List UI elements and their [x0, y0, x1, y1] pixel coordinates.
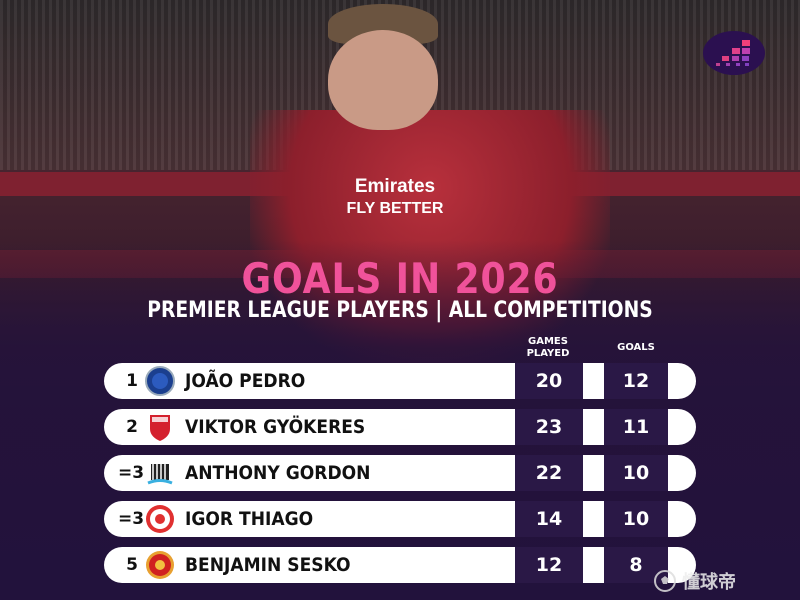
player-name: BENJAMIN SESKO [185, 554, 351, 576]
row-end-cap [668, 363, 696, 399]
football-icon [654, 570, 676, 592]
games-played-cell: 22 [515, 455, 583, 491]
bar-steps-icon [716, 40, 750, 66]
rank: =3 [118, 509, 145, 529]
row-divider [583, 547, 604, 583]
man-utd-crest-icon [143, 548, 177, 582]
table-row: 5 BENJAMIN SESKO 12 8 [104, 547, 704, 583]
goals-cell: 10 [604, 455, 668, 491]
row-end-cap [668, 547, 696, 583]
row-divider [583, 409, 604, 445]
column-header-goals: GOALS [617, 342, 655, 353]
player-name: ANTHONY GORDON [185, 462, 371, 484]
goals-cell: 10 [604, 501, 668, 537]
games-played-cell: 14 [515, 501, 583, 537]
goals-cell: 11 [604, 409, 668, 445]
player-head [328, 30, 438, 130]
goals-cell: 8 [604, 547, 668, 583]
rank: 2 [126, 417, 138, 437]
sponsor-line2: FLY BETTER [346, 200, 444, 217]
table-row: =3 ANTHONY GORDON 22 10 [104, 455, 704, 491]
brentford-crest-icon [143, 502, 177, 536]
chelsea-crest-icon [143, 364, 177, 398]
player-name: IGOR THIAGO [185, 508, 314, 530]
player-name: JOÃO PEDRO [185, 370, 306, 392]
row-end-cap [668, 501, 696, 537]
arsenal-crest-icon [143, 410, 177, 444]
table-row: 1 JOÃO PEDRO 20 12 [104, 363, 704, 399]
sponsor-line1: Emirates [354, 176, 436, 197]
rank: 5 [126, 555, 138, 575]
page-subtitle: PREMIER LEAGUE PLAYERS | ALL COMPETITION… [147, 298, 653, 323]
rank: 1 [126, 371, 138, 391]
watermark-text: 懂球帝 [682, 572, 736, 592]
games-played-cell: 12 [515, 547, 583, 583]
goals-cell: 12 [604, 363, 668, 399]
player-name-bar: 5 BENJAMIN SESKO [104, 547, 515, 583]
rank: =3 [118, 463, 145, 483]
games-played-cell: 23 [515, 409, 583, 445]
table-row: =3 IGOR THIAGO 14 10 [104, 501, 704, 537]
page-title: GOALS IN 2026 [241, 254, 559, 303]
player-name-bar: 1 JOÃO PEDRO [104, 363, 515, 399]
player-name-bar: 2 VIKTOR GYÖKERES [104, 409, 515, 445]
player-name-bar: =3 ANTHONY GORDON [104, 455, 515, 491]
brand-logo [703, 31, 765, 75]
games-played-cell: 20 [515, 363, 583, 399]
player-name-bar: =3 IGOR THIAGO [104, 501, 515, 537]
row-end-cap [668, 455, 696, 491]
row-divider [583, 363, 604, 399]
row-divider [583, 501, 604, 537]
row-divider [583, 455, 604, 491]
table-row: 2 VIKTOR GYÖKERES 23 11 [104, 409, 704, 445]
watermark: 懂球帝 [652, 568, 736, 594]
shirt-sponsor: Emirates FLY BETTER [330, 176, 460, 220]
column-header-games: GAMES PLAYED [526, 336, 570, 359]
newcastle-crest-icon [143, 456, 177, 490]
player-name: VIKTOR GYÖKERES [185, 416, 366, 438]
row-end-cap [668, 409, 696, 445]
